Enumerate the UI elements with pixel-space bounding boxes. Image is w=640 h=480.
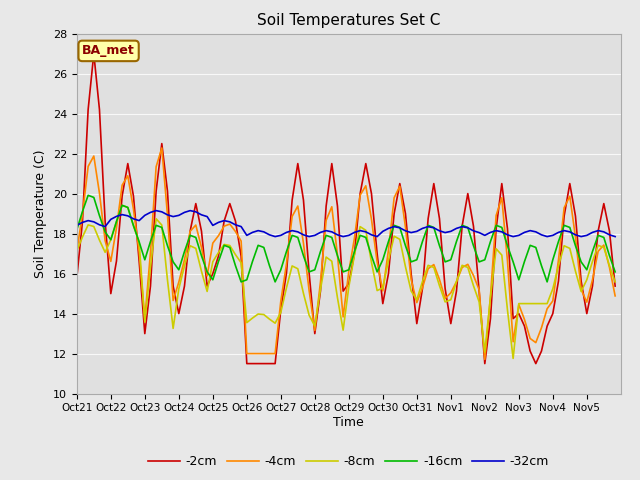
-32cm (152, 208, 160, 214)
-32cm (73, 223, 81, 228)
-8cm (311, 323, 319, 329)
-8cm (232, 252, 239, 258)
X-axis label: Time: Time (333, 416, 364, 429)
-16cm (611, 269, 619, 275)
-32cm (577, 234, 585, 240)
-32cm (271, 234, 279, 240)
-32cm (356, 228, 364, 233)
Line: -4cm: -4cm (77, 148, 615, 360)
-4cm (158, 145, 166, 151)
-4cm (611, 293, 619, 299)
-16cm (73, 227, 81, 233)
-2cm (577, 278, 585, 284)
-16cm (356, 232, 364, 238)
-8cm (577, 288, 585, 294)
Title: Soil Temperatures Set C: Soil Temperatures Set C (257, 13, 440, 28)
-8cm (351, 252, 358, 258)
-8cm (509, 356, 517, 361)
-16cm (152, 222, 160, 228)
-16cm (237, 279, 245, 285)
-2cm (373, 251, 381, 256)
Line: -32cm: -32cm (77, 211, 615, 237)
-16cm (232, 263, 239, 269)
-8cm (152, 216, 160, 222)
Text: BA_met: BA_met (82, 44, 135, 58)
-2cm (317, 288, 324, 294)
-2cm (243, 361, 251, 367)
-2cm (356, 191, 364, 196)
-8cm (118, 203, 126, 208)
-2cm (90, 51, 98, 57)
-16cm (84, 192, 92, 198)
-16cm (317, 249, 324, 254)
-2cm (232, 218, 239, 224)
-8cm (367, 259, 375, 265)
Line: -2cm: -2cm (77, 54, 615, 364)
-8cm (611, 279, 619, 285)
-16cm (373, 269, 381, 275)
-32cm (147, 209, 154, 215)
-2cm (152, 188, 160, 194)
-4cm (147, 250, 154, 255)
-2cm (611, 283, 619, 289)
-32cm (373, 234, 381, 240)
Y-axis label: Soil Temperature (C): Soil Temperature (C) (35, 149, 47, 278)
Legend: -2cm, -4cm, -8cm, -16cm, -32cm: -2cm, -4cm, -8cm, -16cm, -32cm (143, 450, 554, 473)
-4cm (577, 287, 585, 292)
-4cm (367, 216, 375, 222)
Line: -8cm: -8cm (77, 205, 615, 359)
-4cm (351, 235, 358, 241)
-2cm (73, 275, 81, 280)
Line: -16cm: -16cm (77, 195, 615, 282)
-4cm (73, 248, 81, 254)
-4cm (311, 327, 319, 333)
-4cm (232, 228, 239, 234)
-4cm (481, 357, 489, 362)
-32cm (232, 222, 239, 228)
-16cm (577, 259, 585, 265)
-8cm (73, 248, 81, 253)
-32cm (317, 229, 324, 235)
-32cm (611, 234, 619, 240)
